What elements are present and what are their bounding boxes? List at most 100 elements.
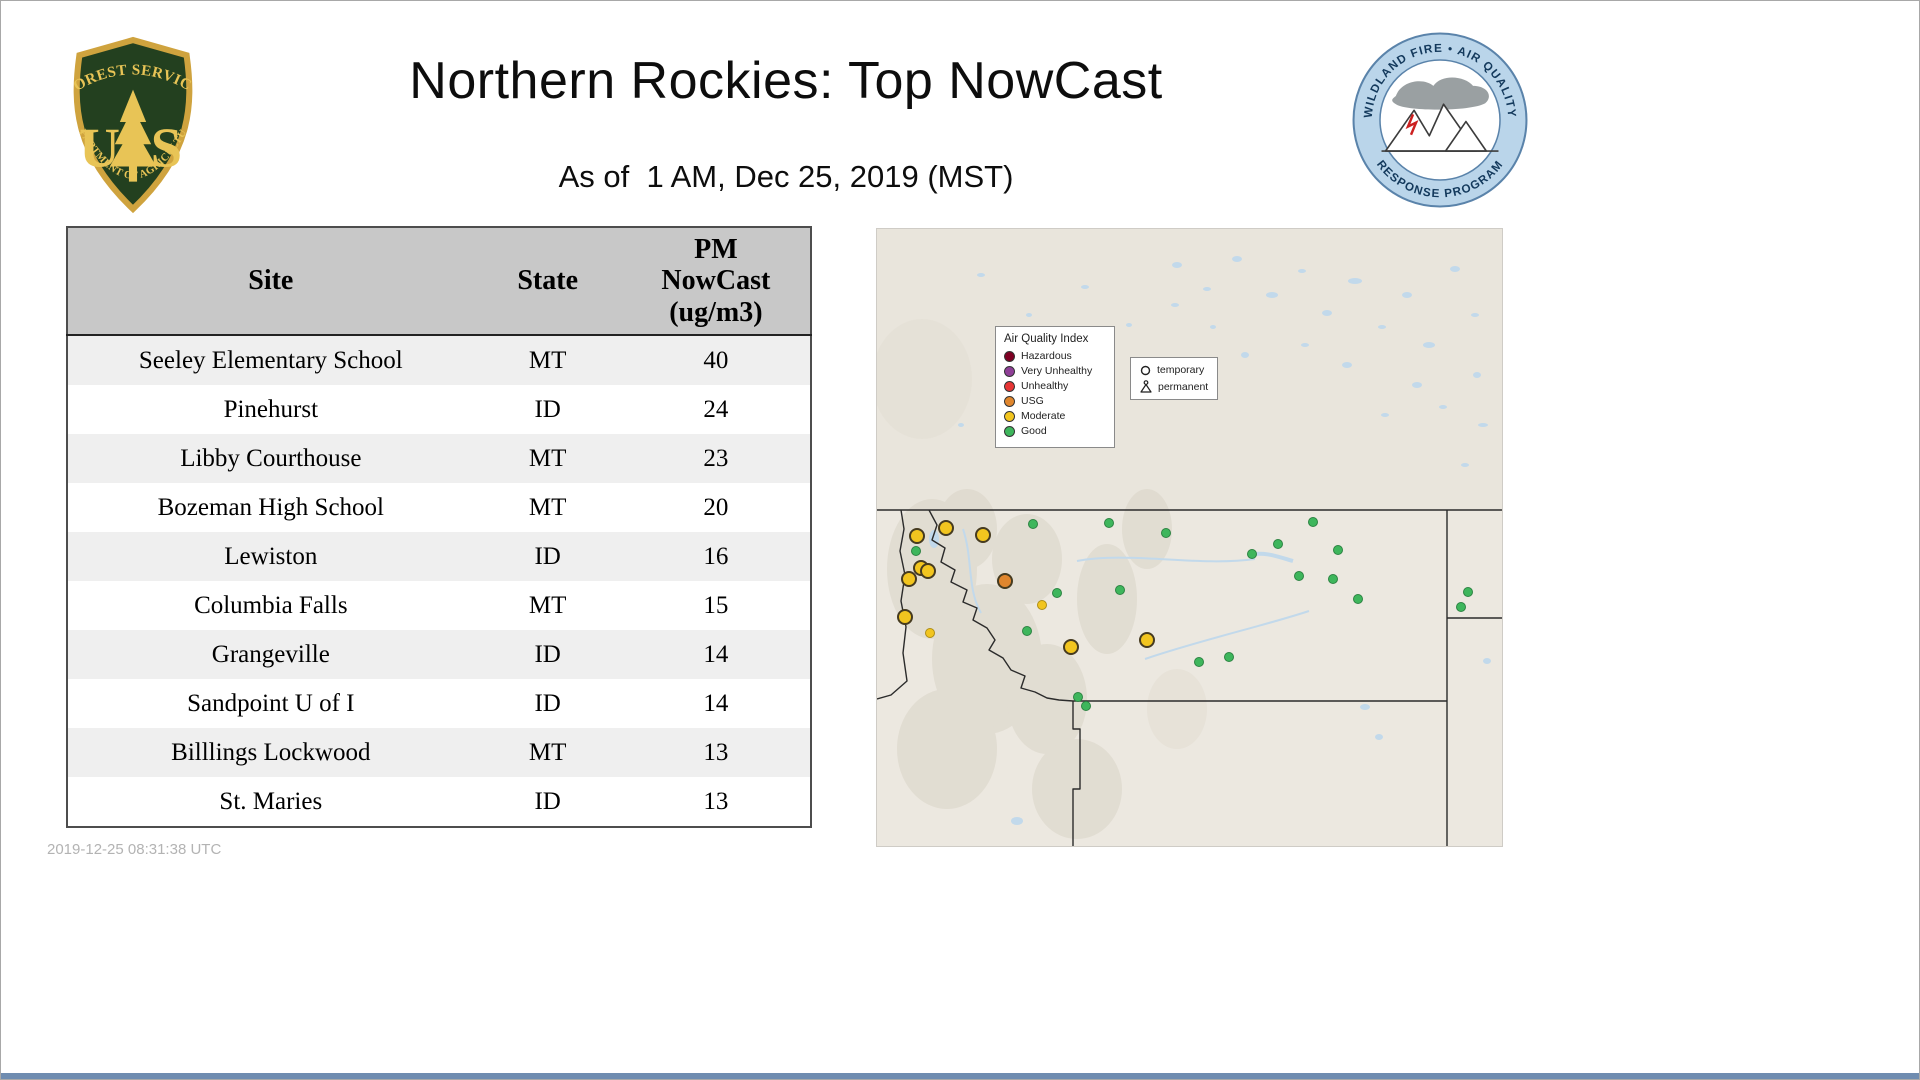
table-row: Libby Courthouse MT 23	[67, 434, 811, 483]
state-cell: ID	[534, 640, 561, 668]
moderate-monitor-marker	[937, 520, 954, 537]
aqi-legend: Air Quality Index Hazardous Very Unhealth…	[995, 326, 1115, 448]
lakes	[929, 256, 1491, 825]
nowcast-value-cell: 14	[703, 689, 729, 717]
temporary-marker-icon	[1140, 365, 1151, 375]
smoke-icon	[1392, 77, 1489, 110]
permanent-marker-icon	[1140, 380, 1152, 393]
table-body: Seeley Elementary School MT 40 Pinehurst ID 2…	[67, 335, 811, 827]
state-cell: MT	[528, 346, 567, 374]
basemap	[877, 229, 1502, 846]
nowcast-value-cell: 15	[703, 591, 729, 619]
moderate-monitor-marker	[897, 609, 914, 626]
good-monitor-marker	[1308, 517, 1319, 528]
site-cell: Billlings Lockwood	[171, 738, 371, 766]
temporary-key-label: temporary	[1157, 364, 1205, 376]
legend-item-label: Very Unhealthy	[1021, 365, 1093, 377]
moderate-monitor-marker	[900, 571, 917, 588]
moderate-monitor-marker	[909, 528, 925, 545]
air-quality-map: Air Quality Index Hazardous Very Unhealth…	[876, 228, 1503, 847]
table-row: Grangeville ID 14	[67, 630, 811, 679]
good-monitor-marker	[1028, 518, 1039, 529]
moderate-legend-dot-icon	[1004, 410, 1015, 422]
moderate-monitor-marker	[920, 562, 937, 579]
good-legend-dot-icon	[1004, 425, 1015, 437]
site-cell: Pinehurst	[223, 395, 319, 423]
legend-item: Moderate	[1004, 410, 1106, 422]
nowcast-value-cell: 13	[703, 738, 729, 766]
good-monitor-marker	[1293, 570, 1304, 581]
good-monitor-marker	[1247, 549, 1257, 560]
flame-icon	[1405, 113, 1419, 136]
good-monitor-marker	[1455, 601, 1466, 612]
good-monitor-marker	[1103, 517, 1114, 528]
site-cell: Seeley Elementary School	[138, 346, 403, 374]
legend-item-label: Unhealthy	[1021, 380, 1069, 392]
table-row: Columbia Falls MT 15	[67, 581, 811, 630]
state-cell: ID	[534, 395, 561, 423]
moderate-monitor-marker	[1062, 638, 1079, 655]
good-monitor-marker	[1328, 573, 1339, 584]
state-cell: ID	[534, 542, 561, 570]
usg-legend-dot-icon	[1004, 395, 1015, 407]
state-cell: MT	[528, 493, 567, 521]
hazardous-legend-dot-icon	[1004, 350, 1015, 362]
column-header: Site	[67, 227, 474, 336]
table-row: Bozeman High School MT 20	[67, 483, 811, 532]
nowcast-table: Site State PM NowCast (ug/m3) Seeley Eleme…	[66, 226, 812, 828]
aqi-legend-title: Air Quality Index	[1004, 333, 1089, 345]
moderate-monitor-marker	[975, 527, 992, 544]
temporary-key-row: temporary	[1140, 364, 1208, 376]
good-monitor-marker	[1022, 626, 1032, 637]
nowcast-value-cell: 14	[703, 640, 729, 668]
good-monitor-marker	[1193, 657, 1204, 668]
page-title: Northern Rockies: Top NowCast	[409, 52, 1163, 110]
table-header: Site State PM NowCast (ug/m3)	[67, 227, 811, 336]
good-monitor-marker	[1333, 544, 1344, 555]
page-subtitle: As of 1 AM, Dec 25, 2019 (MST)	[558, 159, 1014, 194]
good-monitor-marker	[1463, 586, 1474, 597]
nowcast-value-cell: 13	[703, 787, 729, 815]
very_unhealthy-legend-dot-icon	[1004, 365, 1015, 377]
bottom-edge-strip	[1, 1073, 1919, 1079]
site-cell: Lewiston	[224, 542, 318, 570]
site-cell: Bozeman High School	[157, 493, 384, 521]
good-monitor-marker	[910, 546, 921, 557]
site-cell: Grangeville	[211, 640, 330, 668]
moderate-monitor-marker	[1037, 599, 1047, 610]
nowcast-value-cell: 23	[703, 444, 729, 472]
nowcast-value-cell: 40	[703, 346, 729, 374]
usg-monitor-marker	[997, 573, 1014, 590]
nowcast-table-wrap: Site State PM NowCast (ug/m3) Seeley Eleme…	[66, 226, 812, 828]
aqrp-logo: WILDLAND FIRE • AIR QUALITY RESPONSE PRO…	[1351, 31, 1529, 214]
state-cell: MT	[528, 591, 567, 619]
legend-item: Very Unhealthy	[1004, 365, 1106, 377]
moderate-monitor-marker	[925, 628, 936, 639]
nowcast-value-cell: 16	[703, 542, 729, 570]
column-header: State	[473, 227, 622, 336]
legend-item-label: Hazardous	[1021, 350, 1072, 362]
table-row: Lewiston ID 16	[67, 532, 811, 581]
legend-item-label: Good	[1021, 425, 1047, 437]
state-cell: MT	[528, 738, 567, 766]
marker-type-key: temporary permanent	[1130, 357, 1219, 400]
table-row: Pinehurst ID 24	[67, 385, 811, 434]
nowcast-value-cell: 24	[703, 395, 729, 423]
state-cell: MT	[528, 444, 567, 472]
good-monitor-marker	[1080, 700, 1091, 711]
site-cell: Sandpoint U of I	[187, 689, 355, 717]
good-monitor-marker	[1223, 652, 1234, 663]
fs-logo-letter-s: S	[151, 117, 182, 179]
table-row: Seeley Elementary School MT 40	[67, 335, 811, 385]
permanent-key-label: permanent	[1158, 380, 1209, 393]
table-row: St. Maries ID 13	[67, 777, 811, 827]
permanent-key-row: permanent	[1140, 380, 1208, 393]
fs-logo-letter-u: U	[79, 117, 120, 179]
legend-item: Good	[1004, 425, 1106, 437]
good-monitor-marker	[1073, 692, 1084, 703]
good-monitor-marker	[1115, 584, 1126, 595]
forest-service-logo: FOREST SERVICE U S DEPARTMENT OF AGRICUL…	[52, 22, 209, 220]
forest-service-shield-icon: FOREST SERVICE U S DEPARTMENT OF AGRICUL…	[52, 22, 194, 214]
site-cell: Libby Courthouse	[180, 444, 362, 472]
